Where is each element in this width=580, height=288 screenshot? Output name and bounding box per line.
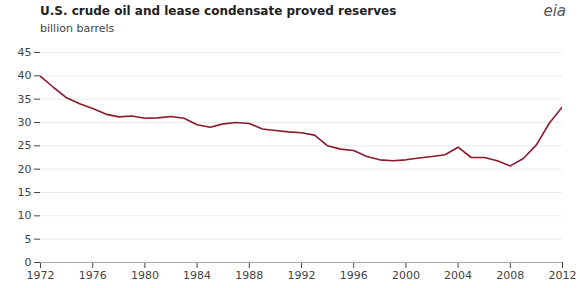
svg-text:25: 25 bbox=[18, 139, 32, 152]
svg-text:2000: 2000 bbox=[392, 269, 420, 282]
svg-text:5: 5 bbox=[25, 233, 32, 246]
svg-text:0: 0 bbox=[25, 256, 32, 269]
svg-text:1988: 1988 bbox=[235, 269, 263, 282]
svg-text:1976: 1976 bbox=[79, 269, 107, 282]
svg-text:45: 45 bbox=[18, 46, 32, 59]
svg-text:15: 15 bbox=[18, 186, 32, 199]
svg-text:35: 35 bbox=[18, 93, 32, 106]
svg-text:1984: 1984 bbox=[183, 269, 211, 282]
svg-text:40: 40 bbox=[18, 69, 32, 82]
svg-text:2012: 2012 bbox=[549, 269, 577, 282]
html-text:U.S. crude oil and lease conde: U.S. crude oil and lease condensate prov… bbox=[40, 4, 397, 18]
html-text:billion barrels: billion barrels bbox=[40, 22, 115, 35]
svg-text:10: 10 bbox=[18, 209, 32, 222]
svg-text:1992: 1992 bbox=[288, 269, 316, 282]
svg-text:2008: 2008 bbox=[496, 269, 524, 282]
svg-text:2004: 2004 bbox=[444, 269, 472, 282]
svg-text:1980: 1980 bbox=[131, 269, 159, 282]
html-text:eia: eia bbox=[543, 2, 566, 20]
svg-text:1996: 1996 bbox=[340, 269, 368, 282]
svg-text:20: 20 bbox=[18, 163, 32, 176]
svg-text:30: 30 bbox=[18, 116, 32, 129]
svg-text:1972: 1972 bbox=[27, 269, 55, 282]
